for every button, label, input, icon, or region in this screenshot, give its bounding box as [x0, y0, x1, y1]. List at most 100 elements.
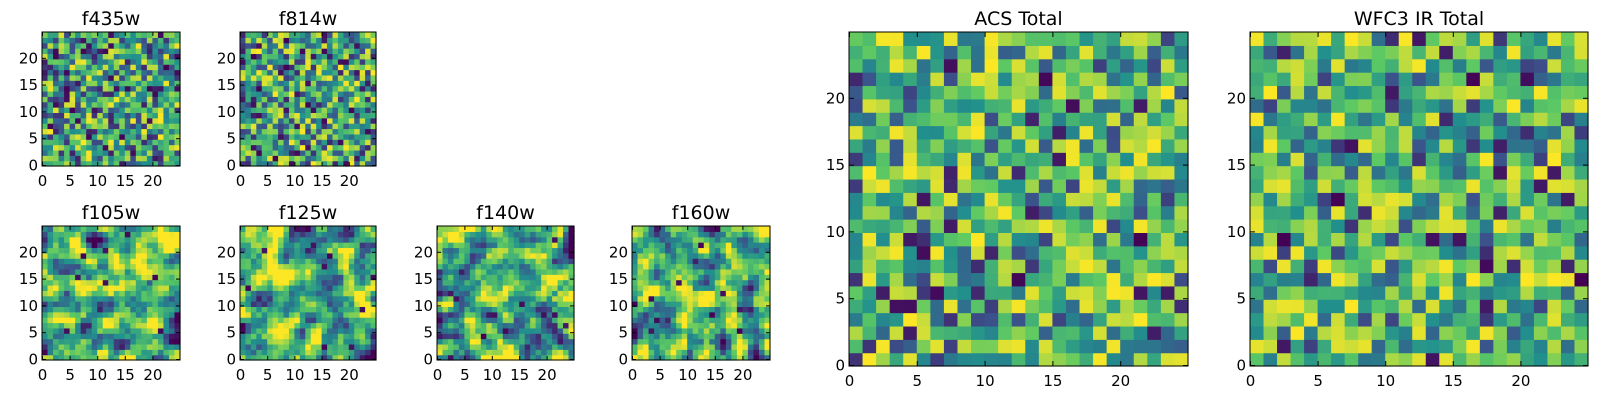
heatmap-cell [75, 349, 82, 356]
x-tick-label: 10 [976, 372, 995, 390]
heatmap-cell [75, 295, 82, 302]
heatmap-cell [91, 96, 98, 103]
heatmap-cell [930, 112, 945, 127]
heatmap-cell [130, 37, 137, 44]
heatmap-cell [1452, 219, 1467, 233]
heatmap-cell [557, 322, 564, 329]
heatmap-cell [321, 32, 328, 38]
heatmap-cell [163, 90, 170, 97]
heatmap-cell [1358, 245, 1373, 260]
heatmap-cell [524, 247, 531, 254]
heatmap-cell [714, 338, 721, 345]
heatmap-cell [709, 311, 716, 318]
heatmap-cell [343, 160, 350, 167]
heatmap-cell [480, 301, 487, 307]
heatmap-cell [119, 117, 126, 124]
heatmap-cell [163, 160, 170, 167]
heatmap-cell [53, 274, 60, 281]
heatmap-cell [343, 80, 350, 87]
heatmap-cell [294, 80, 301, 87]
heatmap-cell [676, 274, 683, 281]
heatmap-cell [747, 311, 755, 318]
heatmap-cell [168, 236, 176, 243]
heatmap-cell [1065, 45, 1081, 60]
heatmap-cell [42, 144, 49, 151]
heatmap-cell [480, 263, 487, 270]
heatmap-cell [97, 327, 104, 334]
heatmap-cell [359, 112, 366, 119]
heatmap-cell [294, 101, 301, 108]
heatmap-cell [240, 42, 247, 49]
heatmap-cell [256, 338, 263, 345]
heatmap-cell [135, 322, 142, 329]
heatmap-cell [348, 149, 355, 156]
heatmap-cell [437, 349, 444, 356]
heatmap-cell [984, 165, 999, 180]
heatmap-cell [86, 90, 93, 97]
heatmap-cell [998, 352, 1013, 367]
heatmap-cell [1506, 219, 1521, 233]
heatmap-cell [321, 69, 328, 76]
heatmap-cell [1493, 352, 1508, 367]
heatmap-cell [508, 301, 515, 307]
heatmap-cell [332, 242, 339, 249]
heatmap-cell [108, 90, 115, 97]
heatmap-cell [984, 299, 999, 314]
heatmap-cell [464, 226, 471, 232]
heatmap-cell [1344, 285, 1359, 300]
heatmap-cell [442, 295, 449, 302]
heatmap-cell [316, 37, 323, 44]
heatmap-cell [64, 155, 71, 162]
heatmap-cell [124, 48, 131, 55]
heatmap-cell [97, 263, 104, 270]
heatmap-cell [64, 349, 71, 356]
heatmap-cell [971, 259, 986, 274]
heatmap-cell [135, 343, 142, 350]
heatmap-cell [365, 80, 372, 87]
heatmap-cell [563, 226, 570, 232]
heatmap-cell [546, 311, 553, 318]
heatmap-cell [278, 32, 285, 38]
heatmap-cell [1011, 312, 1026, 327]
heatmap-cell [354, 226, 361, 232]
heatmap-cell [541, 252, 548, 259]
heatmap-cell [294, 258, 301, 265]
heatmap-cell [119, 247, 126, 254]
heatmap-cell [157, 96, 165, 103]
heatmap-cell [124, 160, 131, 167]
heatmap-cell [709, 301, 716, 307]
heatmap-cell [113, 338, 120, 345]
heatmap-cell [124, 258, 131, 265]
heatmap-cell [245, 268, 252, 275]
heatmap-cell [135, 149, 142, 156]
heatmap-cell [535, 295, 542, 302]
heatmap-cell [245, 123, 252, 130]
heatmap-cell [736, 338, 743, 345]
heatmap-cell [53, 236, 60, 243]
heatmap-cell [113, 53, 120, 60]
heatmap-cell [1038, 165, 1053, 180]
heatmap-cell [58, 123, 65, 130]
heatmap-cell [261, 311, 268, 318]
heatmap-cell [632, 274, 639, 281]
heatmap-cell [163, 274, 170, 281]
heatmap-cell [1479, 245, 1494, 260]
y-tick-label: 20 [414, 243, 433, 261]
heatmap-cell [1011, 205, 1026, 220]
heatmap-cell [332, 32, 339, 38]
heatmap-cell [250, 301, 257, 307]
heatmap-cell [535, 317, 542, 324]
heatmap-cell [1065, 138, 1081, 153]
heatmap-cell [1493, 259, 1508, 274]
heatmap-cell [692, 317, 699, 324]
heatmap-cell [250, 295, 257, 302]
x-tick-label: 5 [263, 366, 273, 384]
heatmap-cell [294, 252, 301, 259]
heatmap-cell [272, 69, 279, 76]
heatmap-cell [1412, 192, 1427, 207]
heatmap-cell [998, 32, 1013, 46]
heatmap-cell [250, 354, 257, 361]
heatmap-cell [541, 301, 548, 307]
heatmap-cell [437, 263, 444, 270]
